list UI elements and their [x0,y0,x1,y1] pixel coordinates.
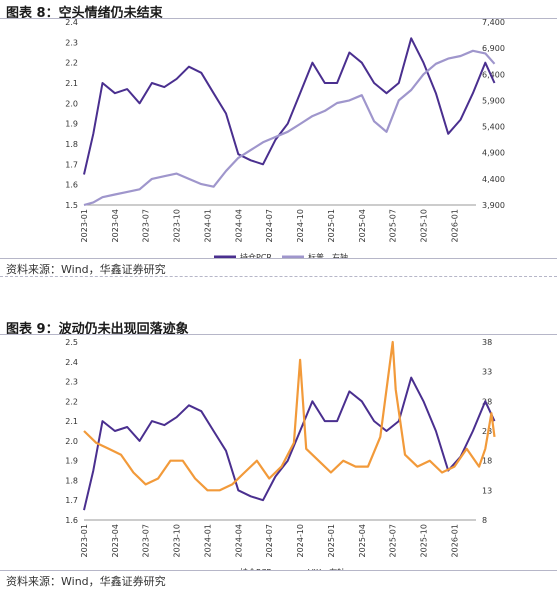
y-tick-label: 1.9 [65,457,78,466]
x-tick-label: 2024-01 [203,524,212,557]
x-tick-label: 2023-04 [111,524,120,557]
x-tick-label: 2024-07 [265,524,274,557]
series-line-left-axis [84,378,495,511]
y-tick-label: 2.4 [65,18,78,27]
x-tick-label: 2024-10 [296,209,305,242]
x-tick-label: 2024-07 [265,209,274,242]
y2-tick-label: 8 [482,516,487,525]
y-tick-label: 1.6 [65,516,78,525]
y2-tick-label: 6,900 [482,44,505,53]
series-line-right-axis [84,342,495,490]
x-tick-label: 2026-01 [450,524,459,557]
y-tick-label: 1.9 [65,120,78,129]
x-tick-label: 2025-01 [327,209,336,242]
figure-9-source: 资料来源：Wind，华鑫证券研究 [6,573,166,589]
y2-tick-label: 33 [482,368,492,377]
y-tick-label: 2.0 [65,437,78,446]
y-tick-label: 2.3 [65,38,78,47]
y2-tick-label: 38 [482,338,492,347]
y2-tick-label: 4,900 [482,149,505,158]
y-tick-label: 2.2 [65,59,78,68]
x-tick-label: 2025-10 [420,209,429,242]
y2-tick-label: 3,900 [482,201,505,210]
figure-8-source: 资料来源：Wind，华鑫证券研究 [6,261,166,277]
figure-8-bottom-rule [0,276,557,277]
x-tick-label: 2023-07 [142,209,151,242]
x-tick-label: 2025-01 [327,524,336,557]
y2-tick-label: 13 [482,486,492,495]
y-tick-label: 2.3 [65,378,78,387]
y2-tick-label: 4,400 [482,175,505,184]
x-tick-label: 2025-04 [358,209,367,242]
y-tick-label: 1.7 [65,160,78,169]
figure-8-chart: 1.5 1.6 1.7 1.8 1.9 2.0 2.1 2.2 2.3 2.4 3,900 4,400… [0,18,557,258]
x-tick-label: 2023-01 [80,524,89,557]
x-tick-label: 2025-10 [420,524,429,557]
x-tick-label: 2023-04 [111,209,120,242]
x-tick-label: 2023-10 [173,209,182,242]
y-tick-label: 1.7 [65,496,78,505]
x-tick-label: 2025-07 [389,524,398,557]
x-tick-label: 2024-04 [234,209,243,242]
x-tick-label: 2026-01 [450,209,459,242]
y-tick-label: 2.1 [65,79,78,88]
y2-tick-label: 6,400 [482,70,505,79]
y-tick-label: 1.6 [65,181,78,190]
y-tick-label: 2.4 [65,358,78,367]
series-line-left-axis [84,38,495,174]
y-tick-label: 1.8 [65,140,78,149]
y-tick-label: 1.8 [65,476,78,485]
x-tick-label: 2023-10 [173,524,182,557]
y2-tick-label: 5,900 [482,96,505,105]
y-tick-label: 2.2 [65,397,78,406]
x-tick-label: 2023-07 [142,524,151,557]
y2-tick-label: 5,400 [482,123,505,132]
y-tick-label: 2.0 [65,99,78,108]
y-tick-label: 1.5 [65,201,78,210]
y-tick-label: 2.1 [65,417,78,426]
figure-8-source-rule [0,258,557,259]
x-tick-label: 2024-01 [203,209,212,242]
figure-9-chart: 1.61.71.81.92.02.12.22.32.42.58131823283… [0,334,557,570]
y2-tick-label: 7,400 [482,18,505,27]
x-tick-label: 2025-04 [358,524,367,557]
x-tick-label: 2023-01 [80,209,89,242]
y2-tick-label: 18 [482,457,492,466]
x-tick-label: 2024-04 [234,524,243,557]
x-tick-label: 2025-07 [389,209,398,242]
series-line-right-axis [84,51,495,205]
figure-9-source-rule [0,570,557,571]
x-tick-label: 2024-10 [296,524,305,557]
y-tick-label: 2.5 [65,338,78,347]
